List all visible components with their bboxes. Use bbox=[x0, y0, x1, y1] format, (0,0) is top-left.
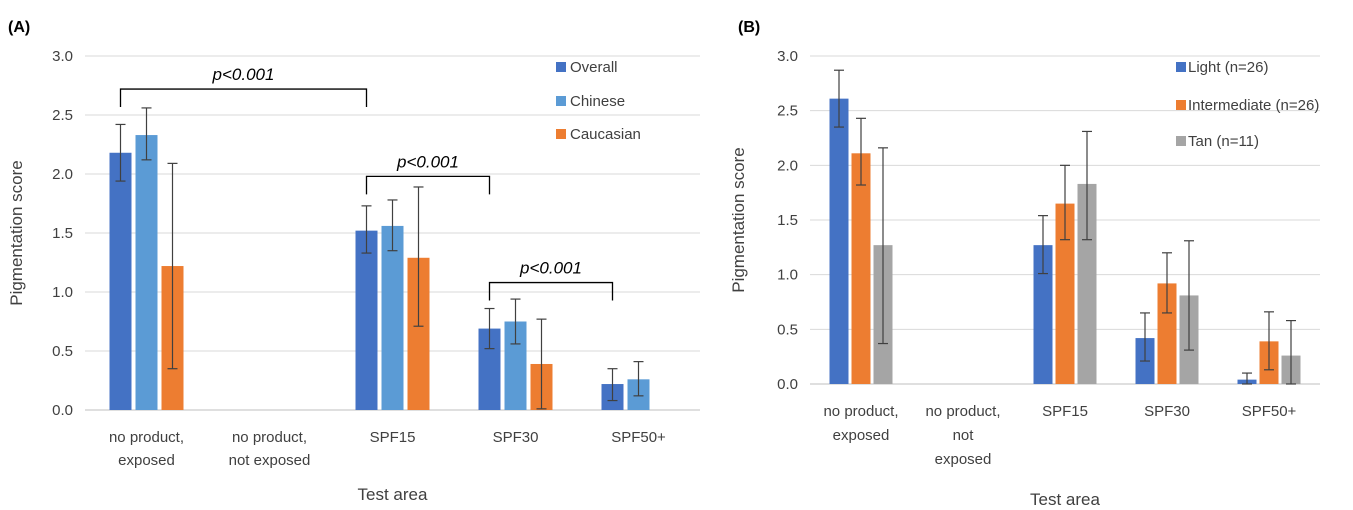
y-tick-label: 0.0 bbox=[777, 376, 798, 393]
y-tick-label: 1.5 bbox=[52, 225, 73, 242]
x-tick-line: SPF50+ bbox=[1242, 403, 1297, 420]
legend-label: Light (n=26) bbox=[1188, 59, 1268, 76]
significance-bracket bbox=[488, 281, 614, 301]
p-value-label: p<0.001 bbox=[519, 259, 582, 278]
x-tick-line: SPF15 bbox=[1042, 403, 1088, 420]
chart-panel-1: (B) 0.0 0.5 1.0 1.5 2.0 2.5 3.0 Pigmentation sco… bbox=[729, 19, 1320, 509]
x-tick-label: SPF50+ bbox=[611, 429, 666, 446]
legend-label: Chinese bbox=[570, 93, 625, 110]
y-tick-label: 2.0 bbox=[777, 157, 798, 174]
legend-label: Intermediate (n=26) bbox=[1188, 97, 1319, 114]
y-tick-label: 2.5 bbox=[777, 103, 798, 120]
bar bbox=[1157, 283, 1177, 384]
legend-swatch bbox=[1176, 100, 1186, 110]
bar bbox=[1033, 245, 1053, 384]
bar bbox=[504, 321, 527, 410]
p-value-label: p<0.001 bbox=[212, 65, 275, 84]
y-tick-label: 3.0 bbox=[777, 48, 798, 65]
x-tick-line: exposed bbox=[833, 427, 890, 444]
y-tick-label: 3.0 bbox=[52, 48, 73, 65]
x-tick-line: SPF30 bbox=[493, 429, 539, 446]
panel-label: (A) bbox=[8, 19, 30, 36]
x-tick-label: no product, exposed bbox=[109, 429, 184, 469]
significance-bracket bbox=[365, 175, 491, 195]
legend-label: Overall bbox=[570, 59, 618, 76]
x-tick-line: no product, bbox=[109, 429, 184, 446]
x-tick-label: no product, exposed bbox=[823, 403, 898, 444]
bar bbox=[1055, 203, 1075, 384]
x-tick-label: SPF15 bbox=[370, 429, 416, 446]
panel-label: (B) bbox=[738, 19, 760, 36]
bar bbox=[407, 257, 430, 410]
bar bbox=[829, 98, 849, 384]
x-tick-line: not exposed bbox=[229, 452, 311, 469]
x-tick-line: SPF15 bbox=[370, 429, 416, 446]
x-tick-line: no product, bbox=[925, 403, 1000, 420]
bar bbox=[1077, 183, 1097, 384]
bar bbox=[851, 153, 871, 384]
x-tick-line: SPF30 bbox=[1144, 403, 1190, 420]
bar bbox=[381, 225, 404, 410]
legend-swatch bbox=[1176, 136, 1186, 146]
x-tick-line: no product, bbox=[232, 429, 307, 446]
x-tick-label: SPF50+ bbox=[1242, 403, 1297, 420]
x-tick-line: not bbox=[953, 427, 975, 444]
x-tick-label: SPF15 bbox=[1042, 403, 1088, 420]
bar bbox=[109, 152, 132, 410]
x-axis-label: Test area bbox=[1030, 490, 1100, 509]
chart-panel-0: (A) 0.0 0.5 1.0 1.5 2.0 2.5 3.0 Pigmentation sco… bbox=[7, 19, 700, 504]
legend-swatch bbox=[1176, 62, 1186, 72]
legend-swatch bbox=[556, 96, 566, 106]
x-axis-label: Test area bbox=[358, 485, 428, 504]
x-tick-label: SPF30 bbox=[493, 429, 539, 446]
y-axis-label: Pigmentation score bbox=[729, 147, 748, 293]
y-tick-label: 0.0 bbox=[52, 402, 73, 419]
x-tick-line: exposed bbox=[118, 452, 175, 469]
x-tick-label: no product, not exposed bbox=[229, 429, 311, 469]
legend-label: Caucasian bbox=[570, 126, 641, 143]
bar bbox=[135, 135, 158, 410]
y-tick-label: 1.5 bbox=[777, 212, 798, 229]
y-tick-label: 2.5 bbox=[52, 107, 73, 124]
y-tick-label: 0.5 bbox=[777, 321, 798, 338]
x-tick-label: SPF30 bbox=[1144, 403, 1190, 420]
p-value-label: p<0.001 bbox=[396, 152, 459, 171]
y-tick-label: 1.0 bbox=[52, 284, 73, 301]
bar bbox=[478, 328, 501, 410]
legend-swatch bbox=[556, 62, 566, 72]
bar bbox=[355, 230, 378, 410]
x-tick-label: no product, not exposed bbox=[925, 403, 1000, 468]
y-axis-label: Pigmentation score bbox=[7, 160, 26, 306]
x-tick-line: no product, bbox=[823, 403, 898, 420]
legend-swatch bbox=[556, 129, 566, 139]
legend-label: Tan (n=11) bbox=[1188, 133, 1259, 150]
y-tick-label: 2.0 bbox=[52, 166, 73, 183]
x-tick-line: SPF50+ bbox=[611, 429, 666, 446]
y-tick-label: 0.5 bbox=[52, 343, 73, 360]
y-tick-label: 1.0 bbox=[777, 267, 798, 284]
significance-bracket bbox=[119, 88, 368, 108]
x-tick-line: exposed bbox=[935, 451, 992, 468]
